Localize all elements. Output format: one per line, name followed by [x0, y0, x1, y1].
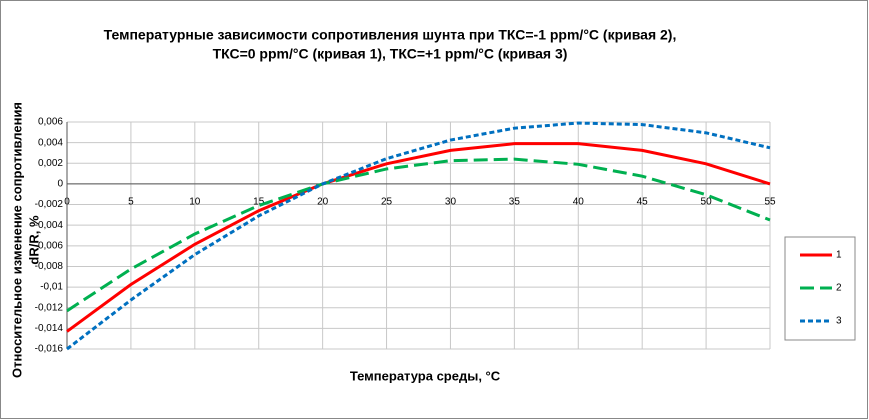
x-tick-label: 15	[253, 197, 265, 208]
x-axis-label: Температура среды, °C	[350, 368, 501, 383]
y-tick-label: 0,002	[38, 158, 63, 169]
x-tick-label: 5	[128, 197, 134, 208]
series-line	[66, 142, 771, 333]
y-axis-label: dR/R, %	[26, 215, 41, 265]
y-tick-label: -0,01	[40, 282, 63, 293]
series-line	[66, 157, 771, 313]
y-tick-label: -0,016	[35, 344, 64, 355]
x-tick-label: 35	[509, 197, 521, 208]
series-line	[66, 121, 771, 351]
y-tick-label: -0,014	[35, 323, 64, 334]
x-tick-label: 20	[317, 197, 329, 208]
y-tick-label: -0,002	[35, 199, 64, 210]
x-tick-label: 40	[573, 197, 585, 208]
x-tick-label: 10	[189, 197, 201, 208]
y-tick-label: -0,012	[35, 302, 64, 313]
x-tick-label: 55	[764, 197, 776, 208]
y-tick-label: -0,006	[35, 240, 64, 251]
y-tick-label: -0,008	[35, 261, 64, 272]
legend-label: 2	[836, 283, 842, 294]
chart-title: Температурные зависимости сопротивления …	[104, 27, 677, 43]
x-tick-label: 45	[637, 197, 649, 208]
x-tick-label: 50	[701, 197, 713, 208]
legend-label: 1	[836, 250, 842, 261]
y-tick-label: 0	[57, 179, 63, 190]
y-tick-label: 0,006	[38, 117, 63, 128]
y-tick-label: 0,004	[38, 137, 63, 148]
chart-title: ТКС=0 ppm/°C (кривая 1), ТКС=+1 ppm/°C (…	[213, 46, 568, 62]
y-tick-label: -0,004	[35, 220, 64, 231]
x-tick-label: 25	[381, 197, 393, 208]
legend-label: 3	[836, 316, 842, 327]
x-tick-label: 30	[445, 197, 457, 208]
y-axis-label: Относительное изменение сопротивления	[9, 102, 24, 378]
